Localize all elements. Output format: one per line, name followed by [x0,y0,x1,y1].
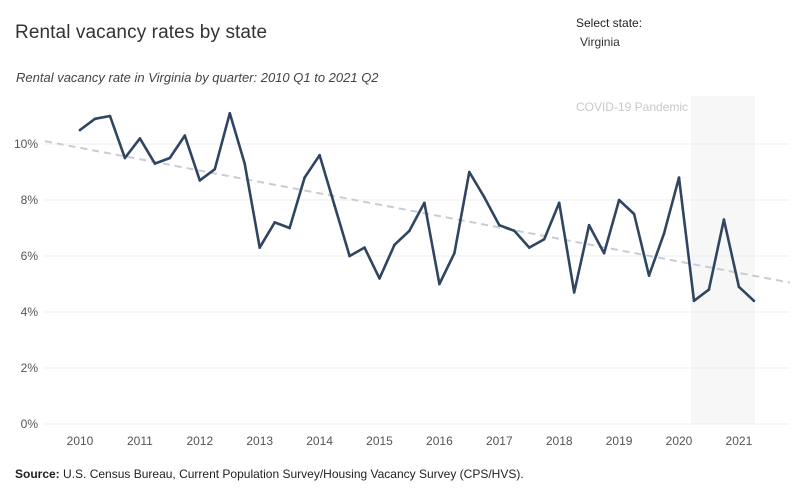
data-point [602,251,606,255]
data-point [557,201,561,205]
chart-title: Rental vacancy rates by state [15,22,268,43]
y-tick-label: 8% [21,193,39,207]
data-point [632,212,636,216]
data-point [468,170,471,174]
x-tick-label: 2017 [486,434,513,448]
x-tick-label: 2020 [666,434,693,448]
source-label: Source: [15,467,60,481]
data-point [198,179,202,182]
trend-line [44,140,791,284]
source-text: U.S. Census Bureau, Current Population S… [59,467,524,481]
data-point [318,153,321,157]
y-tick-label: 4% [21,305,39,319]
data-point [333,204,336,207]
data-point [93,117,97,121]
chart-subtitle: Rental vacancy rate in Virginia by quart… [16,70,379,85]
pandemic-annotation: COVID-19 Pandemic [576,100,688,114]
data-point [108,114,112,118]
data-point [692,299,696,303]
data-point [647,274,651,277]
data-point [258,246,262,249]
data-point [378,277,381,280]
data-point [138,137,142,140]
data-point [393,243,396,247]
data-point [423,201,426,205]
data-point [527,246,531,249]
y-tick-label: 2% [21,361,39,375]
data-point [183,134,187,137]
x-tick-label: 2015 [366,434,393,448]
data-point [303,176,306,179]
data-point [123,156,127,160]
y-tick-label: 10% [14,137,38,151]
data-point [752,299,756,303]
data-point [153,162,157,165]
data-point [498,223,501,227]
x-tick-label: 2016 [426,434,453,448]
data-point [213,167,217,171]
x-tick-label: 2011 [127,434,153,448]
data-point [512,229,516,233]
data-point [483,195,486,199]
data-point [363,246,366,249]
x-tick-label: 2019 [606,434,633,448]
data-point [587,223,591,227]
data-point [243,162,247,165]
data-point [228,111,232,115]
data-point [707,288,711,291]
data-point [617,198,621,202]
data-point [737,285,741,289]
data-point [542,237,546,241]
data-point [438,282,441,286]
series-line [78,111,756,303]
state-selector-value[interactable]: Virginia [580,35,620,49]
x-tick-label: 2013 [246,434,273,448]
data-point [662,232,666,235]
y-tick-label: 6% [21,249,39,263]
pandemic-band [690,96,755,424]
state-selector-label: Select state: [576,16,643,30]
data-point [408,229,411,233]
data-point [273,221,276,224]
data-point [572,291,576,294]
data-point [348,254,351,258]
data-point [168,156,172,160]
data-point [78,128,82,132]
data-point [288,226,291,230]
x-tick-label: 2014 [306,434,333,448]
x-tick-label: 2012 [186,434,213,448]
data-point [453,251,456,255]
x-tick-label: 2018 [546,434,573,448]
x-tick-label: 2021 [726,434,753,448]
data-point [722,218,726,221]
x-tick-label: 2010 [67,434,94,448]
data-point [677,176,681,179]
y-tick-label: 0% [21,417,39,431]
source-note: Source: U.S. Census Bureau, Current Popu… [15,467,524,481]
